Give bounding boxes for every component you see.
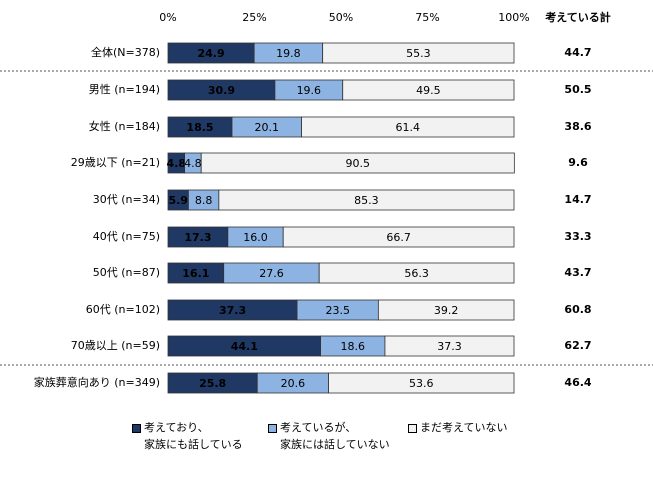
data-label: 18.6 — [341, 340, 366, 353]
x-tick-label: 50% — [329, 11, 353, 24]
data-label: 17.3 — [184, 231, 211, 244]
bar-segment — [328, 372, 515, 394]
data-label: 66.7 — [386, 231, 411, 244]
category-label: 30代 (n=34) — [93, 193, 160, 206]
category-label: 70歳以上 (n=59) — [71, 339, 160, 352]
bar-segment — [200, 152, 515, 174]
x-tick-label: 25% — [242, 11, 266, 24]
category-label: 全体(N=378) — [91, 45, 160, 59]
total-label: 9.6 — [568, 156, 588, 169]
data-label: 19.6 — [297, 84, 322, 97]
total-label: 60.8 — [564, 303, 591, 316]
data-label: 18.5 — [186, 121, 213, 134]
data-label: 23.5 — [325, 304, 350, 317]
x-tick-label: 0% — [159, 11, 176, 24]
total-label: 33.3 — [564, 230, 591, 243]
data-label: 90.5 — [346, 157, 371, 170]
total-label: 14.7 — [564, 193, 591, 206]
legend-swatch — [268, 424, 277, 433]
data-label: 44.1 — [231, 340, 258, 353]
data-label: 61.4 — [396, 121, 421, 134]
total-label: 62.7 — [564, 339, 591, 352]
category-label: 50代 (n=87) — [93, 266, 160, 279]
data-label: 20.1 — [255, 121, 280, 134]
total-label: 38.6 — [564, 120, 591, 133]
category-label: 40代 (n=75) — [93, 230, 160, 243]
bar-segment — [218, 189, 515, 211]
legend-label: 考えており、 家族にも話している — [144, 421, 243, 451]
total-label: 44.7 — [564, 46, 591, 59]
legend-swatch — [408, 424, 417, 433]
bar-segment — [318, 262, 515, 284]
data-label: 30.9 — [208, 84, 235, 97]
bar-segment — [342, 79, 515, 101]
category-label: 男性 (n=194) — [89, 82, 160, 96]
category-label: 女性 (n=184) — [89, 119, 160, 133]
total-label: 43.7 — [564, 266, 591, 279]
x-tick-label: 75% — [415, 11, 439, 24]
category-label: 60代 (n=102) — [86, 303, 160, 316]
data-label: 53.6 — [409, 377, 434, 390]
data-label: 16.0 — [243, 231, 268, 244]
totals-title: 考えている計 — [545, 10, 610, 24]
data-label: 85.3 — [354, 194, 379, 207]
data-label: 27.6 — [259, 267, 284, 280]
total-label: 50.5 — [564, 83, 591, 96]
data-label: 24.9 — [198, 47, 225, 60]
data-label: 25.8 — [199, 377, 226, 390]
legend-swatch — [132, 424, 141, 433]
data-label: 49.5 — [416, 84, 441, 97]
category-label: 家族葬意向あり (n=349) — [34, 375, 160, 389]
data-label: 8.8 — [195, 194, 213, 207]
bar-segment — [384, 335, 515, 357]
bar-segment — [301, 116, 515, 138]
data-label: 39.2 — [434, 304, 459, 317]
data-label: 37.3 — [437, 340, 462, 353]
data-label: 19.8 — [276, 47, 301, 60]
data-label: 4.8 — [167, 157, 187, 170]
legend-label: 考えているが、 家族には話していない — [280, 421, 390, 451]
bar-segment — [322, 42, 515, 64]
x-tick-label: 100% — [498, 11, 529, 24]
data-label: 16.1 — [182, 267, 209, 280]
data-label: 4.8 — [184, 157, 202, 170]
bar-segment — [282, 226, 515, 248]
data-label: 56.3 — [404, 267, 429, 280]
category-label: 29歳以下 (n=21) — [71, 156, 160, 169]
data-label: 37.3 — [219, 304, 246, 317]
data-label: 5.9 — [168, 194, 188, 207]
data-label: 20.6 — [281, 377, 306, 390]
bar-segment — [377, 299, 515, 321]
total-label: 46.4 — [564, 376, 591, 389]
legend-label: まだ考えていない — [420, 421, 508, 434]
data-label: 55.3 — [406, 47, 431, 60]
